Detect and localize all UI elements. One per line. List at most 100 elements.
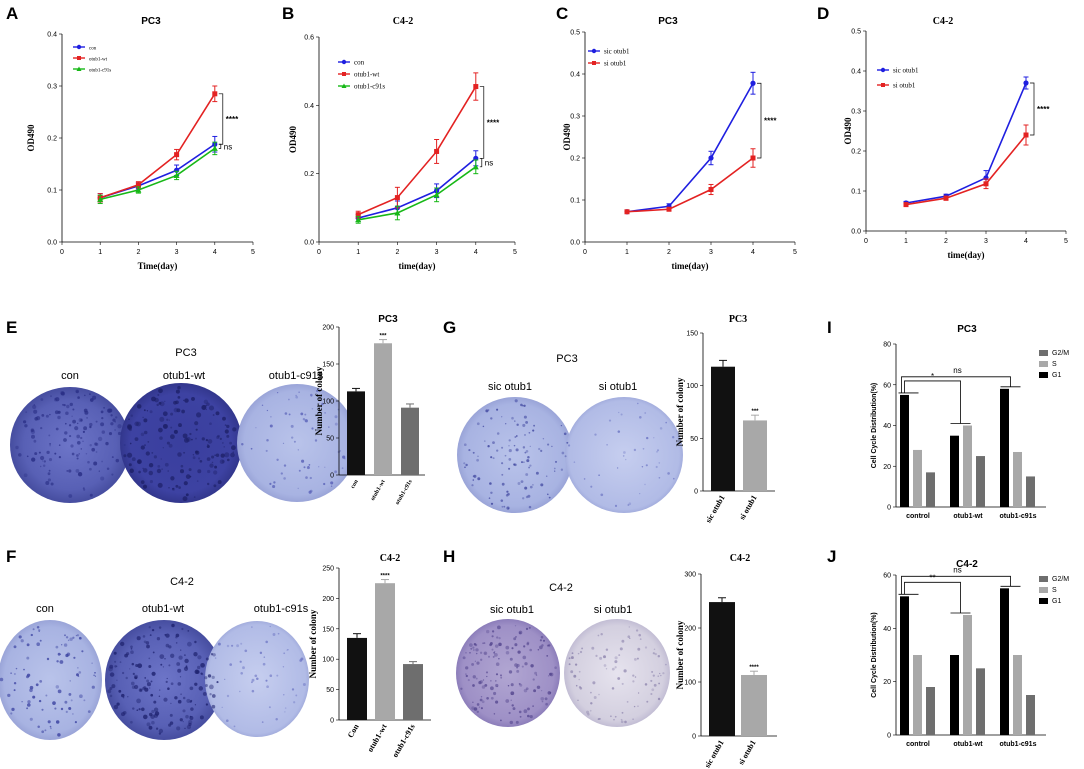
legend-label: sic otub1 (604, 48, 630, 56)
colony-dot (548, 675, 550, 677)
panel-label-d: D (817, 4, 829, 23)
colony-dot (487, 409, 490, 411)
colony-dot (65, 710, 68, 714)
data-point (750, 80, 756, 86)
colony-dot (190, 707, 194, 711)
chart-d-x-tick-label: 2 (944, 238, 948, 245)
colony-dot (210, 653, 214, 656)
chart-d-x-label: time(day) (948, 250, 985, 260)
chart-c-x-label: time(day) (672, 261, 709, 271)
colony-dot (471, 662, 475, 666)
colony-dot (59, 660, 64, 664)
colony-dot (205, 408, 208, 411)
colony-dot (622, 455, 625, 457)
colony-dot (192, 454, 195, 456)
chart-b-title: C4-2 (393, 16, 414, 27)
colony-dot (72, 408, 75, 411)
photo-h-label-si: si otub1 (594, 604, 633, 616)
chart-f-bar-y-tick-label: 150 (322, 626, 334, 633)
category-label: control (906, 513, 930, 520)
colony-dot (42, 464, 46, 468)
colony-dot (480, 696, 483, 698)
colony-dot (520, 480, 524, 483)
colony-dot (500, 674, 502, 677)
colony-dot (241, 443, 244, 446)
colony-dot (142, 468, 148, 473)
colony-dot (654, 652, 657, 656)
colony-dot (524, 434, 526, 436)
colony-photo-e: PC3 con otub1-wt otub1-c91s (10, 347, 357, 503)
colony-dot (277, 632, 280, 635)
photo-g-title: PC3 (556, 353, 577, 365)
colony-dot (40, 398, 44, 401)
colony-dot (280, 472, 283, 475)
data-point (473, 84, 479, 90)
colony-dot (637, 705, 639, 707)
colony-dot (657, 654, 661, 658)
colony-dot (157, 465, 161, 468)
colony-dot (500, 676, 503, 679)
colony-dot (288, 413, 291, 416)
colony-dot (157, 482, 163, 488)
colony-dot (146, 410, 149, 412)
colony-dot (94, 675, 97, 677)
colony-dot (0, 677, 4, 682)
data-point (212, 91, 218, 97)
colony-dot (127, 424, 133, 430)
colony-dot (597, 634, 600, 637)
colony-dot (634, 676, 637, 678)
colony-dot (518, 682, 521, 685)
colony-dot (182, 721, 184, 723)
colony-dot (614, 656, 618, 660)
colony-dot (637, 402, 639, 405)
colony-dot (48, 469, 51, 472)
significance-bracket (479, 157, 483, 168)
colony-dot (598, 717, 601, 720)
significance-label: **** (764, 117, 777, 126)
colony-dot (611, 667, 615, 671)
colony-dot (224, 424, 227, 426)
colony-dot (87, 710, 91, 713)
chart-h-bar-y-tick-label: 300 (684, 572, 696, 579)
colony-dot (146, 682, 152, 687)
colony-dot (176, 408, 181, 413)
colony-dot (239, 690, 241, 693)
colony-dot (60, 391, 65, 396)
colony-dot (60, 391, 65, 395)
bar-j-s-1 (963, 615, 972, 735)
colony-dot (532, 705, 534, 707)
data-point (1023, 80, 1029, 86)
colony-dot (469, 651, 471, 654)
colony-dot (463, 462, 466, 465)
colony-dot (263, 656, 266, 658)
colony-dot (189, 700, 192, 703)
colony-dot (482, 425, 485, 428)
colony-dot (33, 439, 37, 443)
colony-dot (541, 700, 544, 703)
colony-dot (114, 429, 116, 431)
colony-dot (155, 727, 159, 730)
colony-dot (13, 681, 17, 685)
colony-dot (302, 683, 306, 686)
colony-dot (644, 646, 648, 649)
colony-dot (295, 395, 299, 399)
legend-marker (342, 72, 346, 76)
colony-dot (168, 419, 171, 421)
bar-j-g2m-1 (976, 668, 985, 735)
colony-dot (491, 630, 495, 633)
colony-dot (197, 655, 202, 660)
colony-dot (146, 679, 150, 683)
chart-d-y-tick-label: 0.4 (851, 69, 861, 76)
bar-e-bar-2 (401, 407, 419, 475)
colony-dot (205, 657, 209, 661)
colony-dot (177, 668, 182, 673)
colony-dot (146, 722, 151, 727)
colony-dot (43, 460, 46, 463)
colony-dot (658, 462, 661, 464)
colony-dot (225, 719, 229, 723)
colony-dot (71, 452, 75, 456)
colony-dot (532, 678, 535, 681)
colony-dot (530, 664, 534, 668)
colony-dot (30, 633, 33, 637)
panel-label-e: E (6, 318, 17, 337)
